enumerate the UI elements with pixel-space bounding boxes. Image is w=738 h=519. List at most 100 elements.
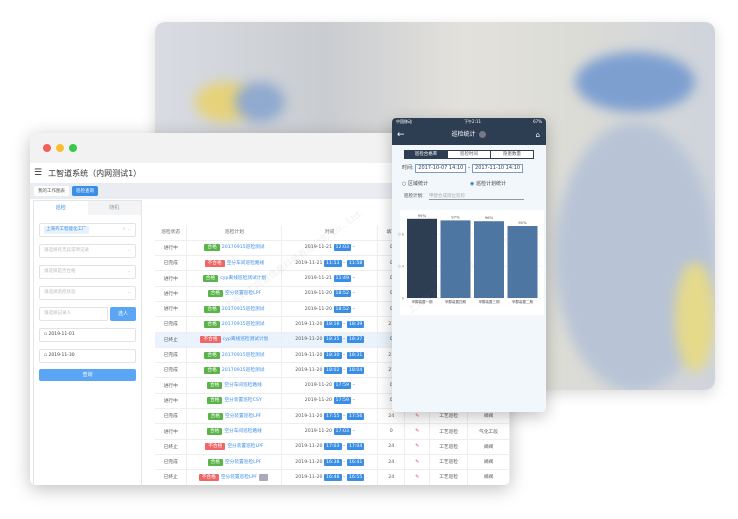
plan-link[interactable]: 20170915巡检测试	[221, 245, 265, 251]
segment-hazards[interactable]: 隐患数量	[491, 151, 533, 158]
tab-inspection[interactable]: 巡检	[34, 201, 88, 215]
type-cell: 工艺巡检	[429, 454, 469, 471]
table-row[interactable]: 已完成 合格 空分装置巡检LPF 2019-11-20 17:55 – 17:56…	[155, 408, 510, 425]
plan-link[interactable]: 空分装置巡检LPF	[224, 413, 262, 419]
minimize-button[interactable]	[56, 144, 64, 152]
maximize-button[interactable]	[69, 144, 77, 152]
plan-link[interactable]: 空分车间巡检路线	[224, 383, 262, 389]
y-tick-label: 0	[402, 297, 404, 301]
time-cell: 2019-11-20 17:59 –	[281, 377, 379, 394]
table-row[interactable]: 已终止 不合格 空分装置巡检LPF 2019-11-20 16:48 – 16:5…	[155, 469, 510, 485]
plan-link[interactable]: 空分装置巡检LPF	[220, 474, 258, 480]
fill-cell: 24	[377, 439, 406, 455]
status-cell: 已完成	[155, 408, 188, 425]
plan-link[interactable]: 空分装置巡检LPF	[227, 444, 264, 450]
tab-dashboard[interactable]: 我的工作图表	[34, 186, 69, 196]
edit-icon[interactable]: ✎	[404, 439, 431, 455]
edit-icon[interactable]: ✎	[404, 408, 431, 425]
plan-link[interactable]: 空分车间巡检路线	[226, 260, 265, 266]
recorder-input[interactable]: 请选择记录人	[39, 307, 108, 321]
plan-link[interactable]: 20170915巡检测试	[221, 321, 265, 327]
time-cell: 2019-11-21 11:49 –	[281, 270, 379, 287]
result-badge: 合格	[204, 351, 220, 359]
result-badge: 合格	[207, 458, 223, 466]
edit-icon[interactable]: ✎	[404, 423, 431, 440]
abnormal-select[interactable]: 请选择有无异常项记录 ⌄	[39, 244, 136, 258]
status-cell: 进行中	[155, 301, 188, 318]
query-button[interactable]: 查询	[39, 369, 136, 381]
status-cell: 进行中	[155, 377, 188, 394]
qualified-select[interactable]: 请选择是否合格 ⌄	[39, 265, 136, 279]
plan-cell: 不合格 空分装置巡检LPF	[186, 439, 283, 455]
status-cell: 进行中	[155, 286, 188, 302]
tab-inspection-query[interactable]: 巡检查询	[72, 186, 98, 196]
pass-rate-chart: 0 0.4 0.8 99% 甲醇装置一期 97% 甲醇装置四期 96% 甲醇装置三期 90% 甲醇装…	[398, 210, 544, 315]
radio-area[interactable]: ○ 区域统计	[402, 181, 428, 187]
table-row[interactable]: 已完成 合格 空分装置巡检LPF 2019-11-20 16:38 – 16:41…	[155, 454, 510, 471]
plan-link[interactable]: 空分装置巡检LPF	[224, 459, 262, 465]
filter-panel: 巡检 随机 上海齐工智能化工厂 × ⌄ 请选择有无异常项记录 ⌄ 请选择是否合格 ⌄ …	[33, 200, 142, 485]
start-date-value: 2019-11-01	[48, 332, 75, 337]
home-icon[interactable]: ⌂	[535, 131, 540, 139]
close-button[interactable]	[43, 144, 51, 152]
tab-random[interactable]: 随机	[87, 201, 141, 215]
area-cell: 阀阀	[467, 454, 510, 471]
time-cell: 2019-11-20 16:48 – 16:55	[281, 469, 379, 485]
plan-link[interactable]: cyp离线巡检测试计划	[222, 337, 269, 343]
end-date-input[interactable]: ▫ 2019-11-30	[39, 349, 136, 363]
plan-link[interactable]: 空分装置巡检LPF	[224, 291, 262, 297]
select-person-button[interactable]: 选人	[110, 307, 136, 321]
end-time: 17:56	[346, 412, 365, 420]
plan-link[interactable]: 20170915巡检测试	[221, 306, 265, 312]
menu-icon[interactable]: ☰	[34, 168, 43, 178]
x-tick-label: 甲醇装置四期	[445, 299, 466, 304]
start-time: 18:52	[333, 290, 352, 298]
end-time: 16:41	[346, 458, 365, 466]
segment-pass-rate[interactable]: 巡检合格率	[405, 151, 448, 158]
plan-cell: 合格 空分车间巡检路线	[186, 423, 283, 440]
edit-icon[interactable]: ✎	[404, 454, 431, 471]
column-header: 时间	[281, 225, 379, 241]
segment-time[interactable]: 巡检时间	[448, 151, 491, 158]
plan-link[interactable]: cyp离线巡检测试计划	[220, 276, 267, 282]
factory-select[interactable]: 上海齐工智能化工厂 × ⌄	[39, 223, 136, 237]
plan-link[interactable]: 20170915巡检测试	[221, 367, 265, 373]
y-tick-label: 0.8	[398, 233, 404, 237]
type-cell: 工艺巡检	[429, 469, 469, 485]
calendar-icon: ▫	[44, 353, 49, 358]
table-row[interactable]: 已终止 不合格 空分装置巡检LPF 2019-11-20 17:03 – 17:0…	[155, 439, 510, 455]
start-date-field[interactable]: 2017-10-07 14:10	[415, 164, 467, 173]
data-label: 97%	[451, 214, 460, 219]
end-time: 18:37	[346, 336, 365, 344]
plan-cell: 合格 20170915巡检测试	[186, 301, 283, 318]
start-time: 17:03	[324, 443, 342, 451]
plan-link[interactable]: 空分装置巡检CSY	[224, 398, 262, 404]
bar	[507, 226, 538, 298]
status-select[interactable]: 请选择巡检状态 ⌄	[39, 286, 136, 300]
calendar-icon: ▫	[44, 332, 49, 337]
plan-input[interactable]: 甲醇合成岗位巡检	[428, 193, 524, 200]
table-row[interactable]: 进行中 合格 空分车间巡检路线 2019-11-20 17:03 – 0 ✎ 工艺…	[155, 423, 510, 440]
start-time: 17:59	[333, 382, 352, 390]
fill-cell: 24	[377, 454, 406, 471]
plan-cell: 合格 空分装置巡检LPF	[186, 454, 283, 471]
result-badge: 合格	[204, 320, 220, 328]
nav-bar: ← 巡检统计 ⌂	[392, 127, 546, 145]
end-date-field[interactable]: 2017-11-10 14:10	[472, 164, 524, 173]
plan-link[interactable]: 20170915巡检测试	[221, 352, 265, 358]
data-label: 99%	[418, 213, 427, 218]
help-icon[interactable]	[479, 131, 487, 138]
date: 2019-11-20	[295, 337, 323, 343]
carrier: 中国移动	[396, 119, 412, 124]
result-badge: 合格	[206, 428, 223, 435]
plan-link[interactable]: 空分车间巡检路线	[224, 429, 262, 434]
status-bar: 中国移动 下午2:11 67%	[392, 118, 546, 127]
radio-plan[interactable]: ◉ 巡检计划统计	[469, 181, 506, 187]
back-arrow-icon[interactable]: ←	[397, 130, 405, 140]
time-label: 时间:	[402, 165, 414, 171]
plan-cell: 合格 20170915巡检测试	[186, 240, 283, 257]
start-date-input[interactable]: ▫ 2019-11-01	[39, 328, 136, 342]
edit-icon[interactable]: ✎	[404, 469, 431, 485]
end-time: 18:31	[346, 351, 365, 359]
